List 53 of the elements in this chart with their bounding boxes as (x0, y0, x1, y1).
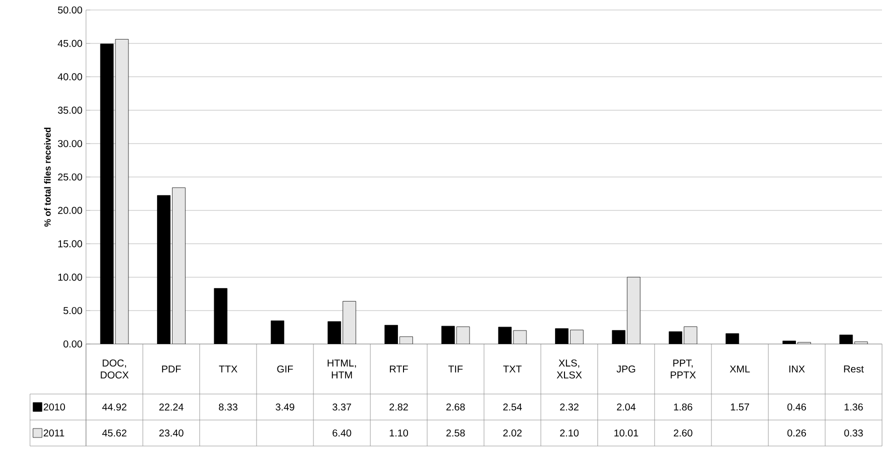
y-tick-label: 35.00 (58, 106, 82, 114)
x-tick-label: PPT, PPTX (670, 360, 696, 378)
legend-label: 2011 (44, 429, 64, 437)
data-label: 44.92 (102, 403, 126, 411)
x-tick-label: GIF (277, 365, 293, 373)
data-label: 1.57 (730, 404, 750, 410)
y-tick-label: 40.00 (58, 73, 82, 80)
x-tick-label: XML (730, 366, 750, 372)
data-label: 45.62 (102, 429, 126, 437)
x-tick-label: DOC, DOCX (100, 360, 129, 378)
data-label: 6.40 (332, 429, 352, 437)
data-label: 2.04 (616, 403, 636, 411)
y-tick-label: 25.00 (58, 173, 82, 181)
x-tick-label: TXT (503, 366, 522, 372)
data-label: 22.24 (159, 404, 184, 410)
data-label: 2.68 (446, 403, 465, 411)
data-label: 2.58 (446, 429, 465, 437)
y-tick-label: 5.00 (63, 307, 82, 314)
x-tick-label: TIF (448, 366, 463, 372)
y-tick-label: 30.00 (58, 140, 82, 148)
y-tick-label: 15.00 (58, 240, 82, 248)
data-label: 1.86 (674, 403, 692, 411)
x-tick-label: Rest (844, 366, 864, 372)
data-label: 2.60 (674, 429, 692, 437)
x-tick-label: INX (789, 366, 805, 372)
data-label: 0.46 (787, 403, 806, 411)
y-tick-label: 10.00 (58, 274, 82, 281)
y-tick-label: 50.00 (58, 6, 82, 14)
data-label: 1.36 (844, 403, 863, 411)
x-tick-label: XLS, XLSX (556, 360, 582, 378)
data-label: 0.26 (787, 429, 806, 437)
data-label: 3.49 (276, 403, 294, 411)
data-label: 2.54 (503, 403, 522, 411)
data-label: 1.10 (390, 429, 408, 437)
x-tick-label: PDF (162, 366, 181, 372)
data-label: 23.40 (159, 429, 184, 437)
legend-label: 2010 (44, 403, 65, 411)
data-label: 8.33 (218, 403, 238, 411)
y-tick-label: 45.00 (58, 40, 82, 47)
x-tick-label: TTX (218, 366, 238, 372)
x-tick-label: HTML, HTM (328, 360, 356, 378)
y-axis-title: % of total files received (44, 128, 51, 227)
data-label: 2.10 (560, 429, 579, 437)
data-label: 0.33 (844, 429, 863, 437)
data-label: 10.01 (614, 429, 638, 437)
data-label: 2.82 (390, 403, 408, 411)
x-tick-label: RTF (390, 366, 408, 372)
y-tick-label: 0.00 (63, 340, 82, 348)
data-label: 3.37 (332, 403, 352, 411)
x-tick-label: JPG (616, 365, 636, 373)
data-label: 2.02 (503, 429, 522, 437)
y-tick-label: 20.00 (58, 206, 82, 214)
data-label: 2.32 (560, 403, 578, 411)
